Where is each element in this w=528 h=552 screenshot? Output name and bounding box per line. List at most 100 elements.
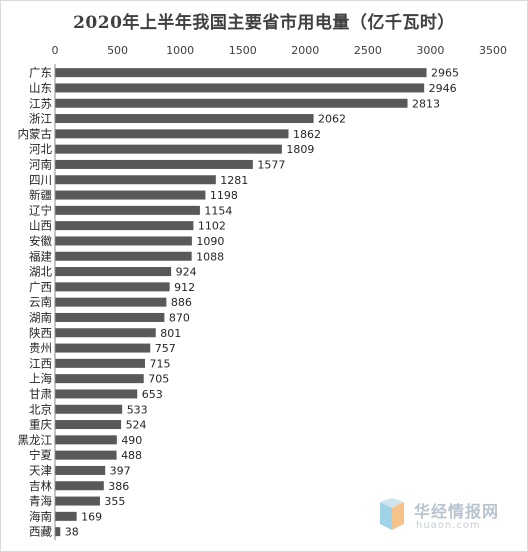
category-label: 上海 <box>29 372 52 386</box>
value-label: 1281 <box>220 174 248 187</box>
bar <box>55 527 61 537</box>
value-label: 757 <box>155 342 176 355</box>
value-label: 912 <box>174 281 195 294</box>
value-label: 1809 <box>286 143 314 156</box>
watermark-name: 华经情报网 <box>414 502 500 521</box>
category-label: 浙江 <box>29 112 52 126</box>
value-label: 924 <box>176 266 197 279</box>
watermark-logo-icon <box>380 498 404 530</box>
category-label: 湖北 <box>29 265 52 279</box>
bar <box>55 267 172 277</box>
category-label: 西藏 <box>29 525 52 539</box>
value-label: 1862 <box>293 128 321 141</box>
category-label: 四川 <box>29 173 52 187</box>
category-label: 重庆 <box>29 418 52 432</box>
bar <box>55 511 77 521</box>
category-label: 辽宁 <box>29 203 52 217</box>
x-tick-label: 3000 <box>416 44 444 57</box>
value-label: 2062 <box>318 113 346 126</box>
bar <box>55 312 165 322</box>
category-label: 福建 <box>29 249 52 263</box>
category-label: 陕西 <box>29 326 52 340</box>
bar <box>55 435 117 445</box>
value-label: 533 <box>127 403 148 416</box>
chart-title: 2020年上半年我国主要省市用电量（亿千瓦时） <box>73 13 455 33</box>
value-label: 488 <box>121 449 142 462</box>
x-tick-label: 2500 <box>354 44 382 57</box>
bar <box>55 358 145 368</box>
x-tick-label: 2000 <box>291 44 319 57</box>
bar <box>55 190 206 200</box>
bar <box>55 83 425 93</box>
value-label: 38 <box>65 526 79 539</box>
bar <box>55 297 167 307</box>
value-label: 870 <box>169 311 190 324</box>
category-label: 甘肃 <box>29 387 52 401</box>
category-label: 广东 <box>29 66 52 80</box>
bar <box>55 282 170 292</box>
category-label: 安徽 <box>29 234 52 248</box>
value-label: 397 <box>110 464 131 477</box>
category-label: 河北 <box>29 142 52 156</box>
value-label: 2965 <box>431 67 459 80</box>
bar <box>55 465 106 475</box>
category-label: 湖南 <box>29 310 52 324</box>
x-tick-label: 1500 <box>229 44 257 57</box>
value-label: 1088 <box>196 250 224 263</box>
category-label: 宁夏 <box>29 448 52 462</box>
bar <box>55 114 314 124</box>
bar <box>55 420 122 430</box>
x-tick-label: 1000 <box>166 44 194 57</box>
bar <box>55 68 427 78</box>
bar <box>55 98 408 108</box>
value-label: 1154 <box>204 204 232 217</box>
bar <box>55 328 156 338</box>
value-label: 1198 <box>210 189 238 202</box>
value-label: 1090 <box>196 235 224 248</box>
bar <box>55 450 117 460</box>
bar <box>55 496 100 506</box>
category-label: 山西 <box>29 219 52 233</box>
value-label: 886 <box>171 296 192 309</box>
bar <box>55 221 194 231</box>
bar <box>55 236 192 246</box>
value-label: 490 <box>121 434 142 447</box>
category-label: 广西 <box>29 280 52 294</box>
value-label: 2813 <box>412 97 440 110</box>
category-label: 新疆 <box>29 188 52 202</box>
bar <box>55 374 144 384</box>
value-label: 705 <box>148 373 169 386</box>
category-label: 江西 <box>29 356 52 370</box>
value-label: 355 <box>104 495 125 508</box>
bar <box>55 175 216 185</box>
category-label: 海南 <box>29 509 52 523</box>
category-label: 江苏 <box>29 96 52 110</box>
value-label: 524 <box>126 419 147 432</box>
watermark: 华经情报网 huaon.com <box>378 496 518 536</box>
category-label: 河南 <box>29 157 52 171</box>
x-tick-label: 0 <box>52 44 59 57</box>
bar <box>55 389 138 399</box>
value-label: 653 <box>142 388 163 401</box>
category-label: 贵州 <box>29 341 52 355</box>
category-label: 吉林 <box>29 479 52 493</box>
category-label: 黑龙江 <box>18 433 53 447</box>
value-label: 801 <box>160 327 181 340</box>
bar <box>55 144 282 154</box>
category-label: 天津 <box>29 463 52 477</box>
category-label: 山东 <box>29 81 52 95</box>
category-label: 内蒙古 <box>18 127 53 141</box>
bar <box>55 481 104 491</box>
value-label: 715 <box>149 357 170 370</box>
x-tick-label: 500 <box>107 44 128 57</box>
bar <box>55 404 123 414</box>
bar <box>55 343 151 353</box>
bar <box>55 159 253 169</box>
watermark-url: huaon.com <box>416 520 481 531</box>
category-label: 青海 <box>29 494 52 508</box>
bar <box>55 205 200 215</box>
value-label: 386 <box>108 480 129 493</box>
value-label: 169 <box>81 510 102 523</box>
value-label: 2946 <box>429 82 457 95</box>
